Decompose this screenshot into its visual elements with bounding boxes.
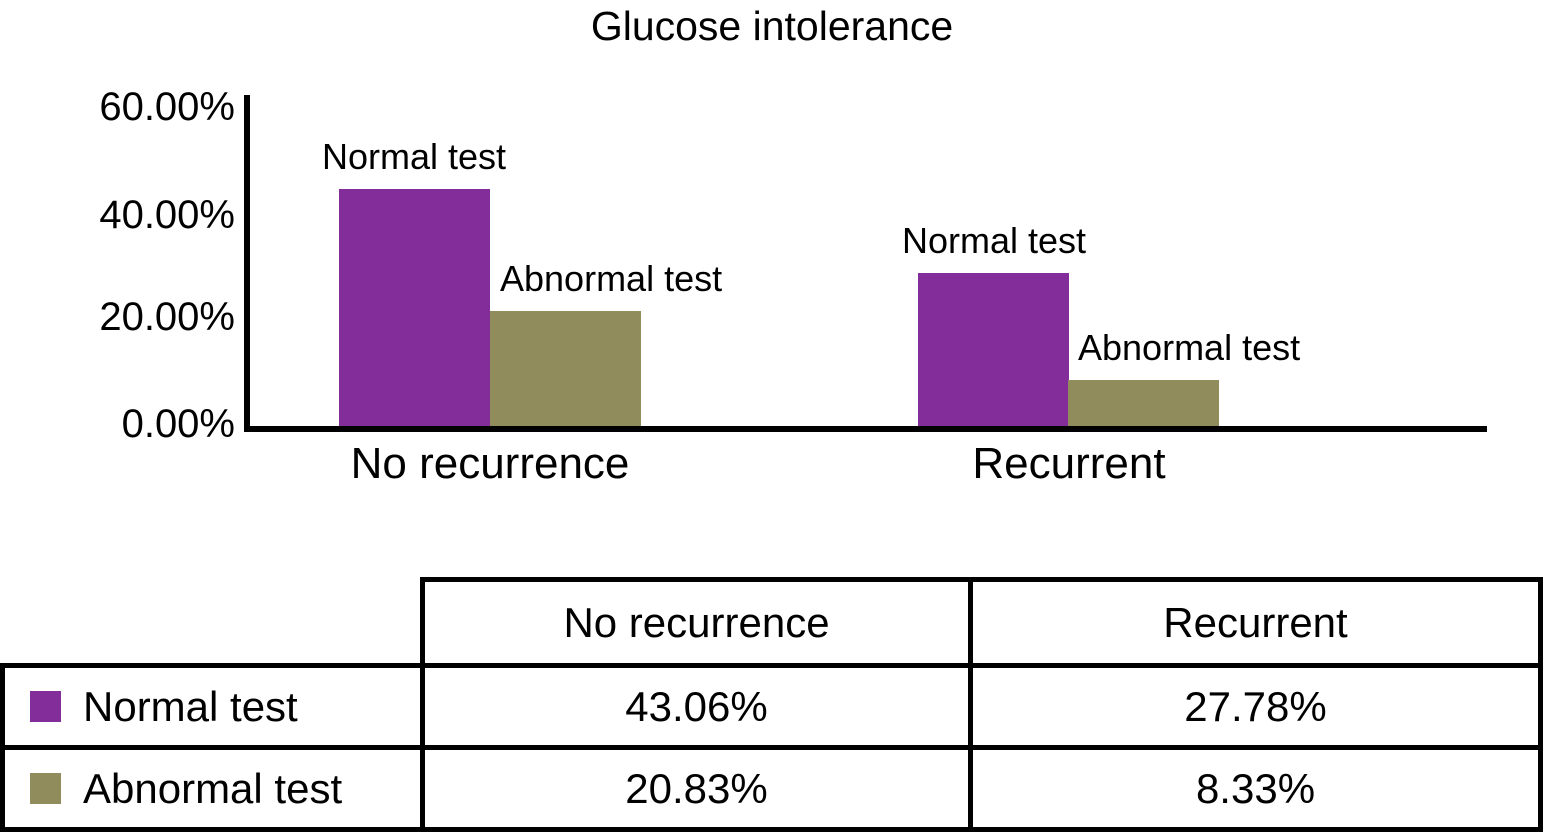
category-label-no-recurrence: No recurrence [350,439,630,488]
bar-label-abnormal-recurrent: Abnormal test [1078,327,1301,369]
normal-test-swatch [30,690,61,722]
y-tick-20: 20.00% [99,295,235,339]
category-label-recurrent: Recurrent [972,439,1166,488]
legend-label-abnormal-test: Abnormal test [83,764,343,812]
y-axis-line [244,95,250,432]
bar-label-normal-no-recurrence: Normal test [321,136,507,178]
cell-abnormal-recurrent: 8.33% [968,745,1543,832]
bar-normal-recurrent [918,273,1069,426]
table-header-row: No recurrence Recurrent [3,577,1543,668]
y-tick-40: 40.00% [99,193,235,237]
bar-chart: Glucose intolerance 60.00% 40.00% 20.00%… [99,3,1487,488]
plot-area: Normal test Abnormal test Normal test Ab… [244,96,1487,426]
table-row-abnormal-test: Abnormal test 20.83% 8.33% [0,745,1543,832]
bar-abnormal-recurrent [1068,380,1219,426]
bar-label-abnormal-no-recurrence: Abnormal test [500,258,723,300]
cell-abnormal-no-recurrence: 20.83% [420,745,973,832]
table-header-no-recurrence: No recurrence [420,577,973,668]
bar-label-normal-recurrent: Normal test [901,220,1087,262]
bar-normal-no-recurrence [339,189,490,426]
bar-abnormal-no-recurrence [490,311,641,426]
y-tick-0: 0.00% [121,402,235,446]
chart-title: Glucose intolerance [590,3,954,49]
data-table: No recurrence Recurrent Normal test 43.0… [0,577,1543,832]
legend-cell-normal-test: Normal test [0,663,425,750]
x-axis-line [244,426,1487,432]
y-tick-60: 60.00% [99,85,235,129]
legend-label-normal-test: Normal test [83,682,298,730]
table-row-normal-test: Normal test 43.06% 27.78% [0,663,1543,750]
abnormal-test-swatch [30,772,61,804]
cell-normal-no-recurrence: 43.06% [420,663,973,750]
table-corner-cell [3,580,423,666]
table-header-recurrent: Recurrent [968,577,1543,668]
cell-normal-recurrent: 27.78% [968,663,1543,750]
legend-cell-abnormal-test: Abnormal test [0,745,425,832]
